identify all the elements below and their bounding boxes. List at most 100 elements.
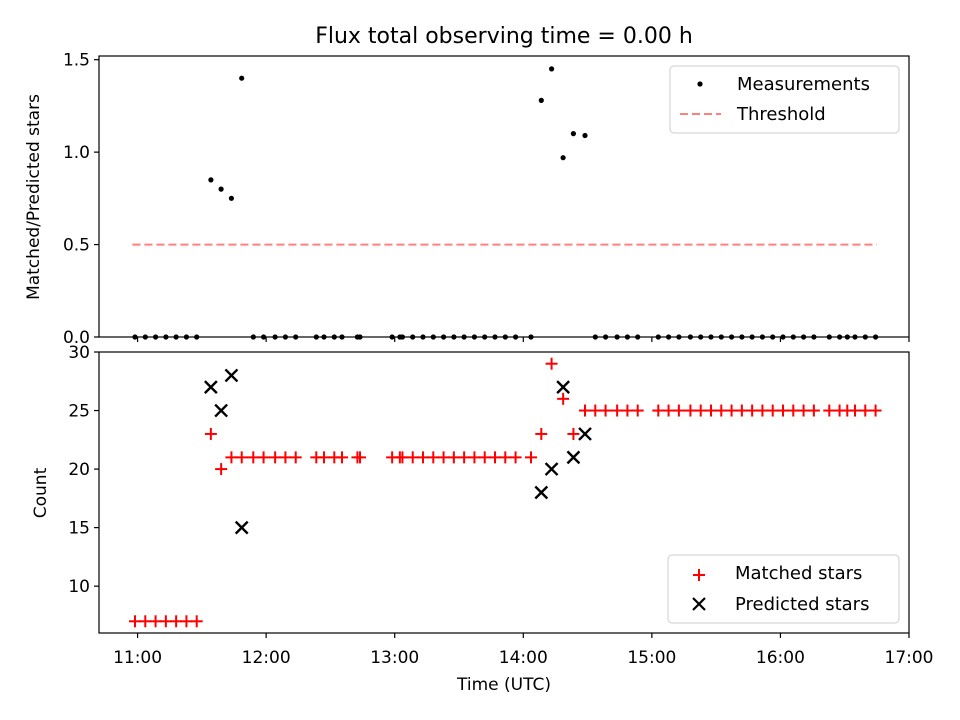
bottom-ytick-label: 25 <box>68 402 90 422</box>
measurement-point <box>208 177 214 183</box>
matched-star-point <box>746 404 759 417</box>
matched-star-point <box>170 615 183 628</box>
matched-star-point <box>247 451 260 464</box>
predicted-star-point <box>578 427 592 441</box>
matched-star-point <box>318 451 330 464</box>
bottom-ytick-label: 30 <box>68 343 90 363</box>
bottom-ytick-label: 20 <box>68 460 90 480</box>
top-panel-frame <box>98 55 910 338</box>
matched-star-point <box>545 357 558 370</box>
matched-star-point <box>535 427 548 440</box>
top-legend-frame <box>669 65 900 134</box>
bottom-xtick-label: 17:00 <box>885 648 934 668</box>
matched-star-point <box>489 451 501 464</box>
bottom-panel-yticks: 10 15 20 25 30 <box>68 343 99 597</box>
matched-star-point <box>406 451 419 464</box>
matched-star-point <box>437 451 450 464</box>
top-ytick-label: 1.5 <box>63 51 90 71</box>
measurement-point <box>239 75 245 81</box>
matched-star-point <box>756 404 769 417</box>
matched-star-point <box>447 451 460 464</box>
matched-star-point <box>849 404 861 417</box>
legend-matched-stars-label: Matched stars <box>735 563 862 584</box>
matched-star-point <box>672 404 685 417</box>
matched-star-point <box>149 615 162 628</box>
top-panel-xticks <box>136 337 910 342</box>
matched-star-point <box>235 451 248 464</box>
predicted-star-point <box>204 380 218 394</box>
matched-star-point <box>735 404 748 417</box>
measurement-point <box>549 66 555 72</box>
matched-star-point <box>190 615 203 628</box>
bottom-legend-frame <box>667 554 900 624</box>
predicted-star-point <box>234 520 249 535</box>
top-ytick-label: 0.0 <box>63 328 90 348</box>
measurement-point <box>582 132 588 139</box>
top-ytick-label: 0.5 <box>63 236 90 256</box>
matched-star-point <box>159 615 172 628</box>
legend-predicted-stars-label: Predicted stars <box>735 594 869 615</box>
matched-star-point <box>869 404 882 417</box>
top-panel-ylabel: Matched/Predicted stars <box>24 94 44 300</box>
bottom-panel-data <box>129 357 882 628</box>
matched-star-point <box>694 404 707 417</box>
matched-star-point <box>684 404 697 417</box>
top-panel: 0.0 0.5 1.0 1.5 Matched/Predicted stars Mea… <box>24 51 910 348</box>
matched-star-point <box>396 451 409 464</box>
bottom-panel-xlabel: Time (UTC) <box>456 675 551 695</box>
top-legend: Measurements Threshold <box>669 65 900 134</box>
predicted-star-point <box>544 462 559 476</box>
legend-measurements-marker <box>697 81 703 87</box>
predicted-star-point <box>214 403 228 418</box>
matched-star-point <box>611 404 624 417</box>
top-ytick-label: 1.0 <box>63 143 90 163</box>
legend-threshold-label: Threshold <box>736 104 826 125</box>
measurement-point <box>538 97 544 103</box>
matched-star-point <box>631 404 644 417</box>
legend-matched-stars-marker <box>693 569 705 581</box>
matched-star-point <box>509 451 522 464</box>
matched-star-point <box>589 404 602 417</box>
matched-star-point <box>225 451 238 464</box>
matched-star-point <box>257 451 270 464</box>
matched-star-point <box>215 463 228 476</box>
matched-star-point <box>823 404 836 417</box>
bottom-xtick-label: 15:00 <box>627 648 676 668</box>
legend-predicted-stars-marker <box>692 597 706 611</box>
bottom-panel-frame <box>98 351 910 634</box>
bottom-xtick-label: 11:00 <box>113 648 162 668</box>
bottom-xtick-label: 12:00 <box>242 648 291 668</box>
matched-star-point <box>766 404 779 417</box>
matched-star-point <box>129 615 141 628</box>
measurement-point <box>218 186 224 192</box>
bottom-xtick-label: 13:00 <box>370 648 419 668</box>
matched-star-point <box>336 451 348 464</box>
predicted-star-point <box>566 450 581 465</box>
measurement-point <box>570 131 577 137</box>
matched-star-point <box>468 451 481 464</box>
matched-star-point <box>807 404 820 417</box>
measurement-point <box>228 195 234 201</box>
predicted-star-point <box>556 380 570 394</box>
matched-star-point <box>705 404 717 417</box>
bottom-xtick-label: 14:00 <box>499 648 548 668</box>
legend-measurements-label: Measurements <box>737 74 870 95</box>
matched-star-point <box>478 451 491 464</box>
matched-star-point <box>525 451 537 464</box>
matched-star-point <box>269 451 282 464</box>
matched-star-point <box>289 451 302 464</box>
matched-star-point <box>139 615 152 628</box>
matched-star-point <box>725 404 738 417</box>
matched-star-point <box>204 427 217 440</box>
bottom-legend: Matched stars Predicted stars <box>667 554 900 624</box>
bottom-ytick-label: 15 <box>68 519 90 539</box>
matched-star-point <box>579 404 591 417</box>
bottom-ytick-label: 10 <box>68 577 90 597</box>
top-panel-data <box>132 66 879 340</box>
matched-star-point <box>787 404 800 417</box>
matched-star-point <box>777 404 789 417</box>
matched-star-point <box>180 615 193 628</box>
top-panel-yticks: 0.0 0.5 1.0 1.5 <box>63 51 99 348</box>
matched-star-point <box>417 451 429 464</box>
